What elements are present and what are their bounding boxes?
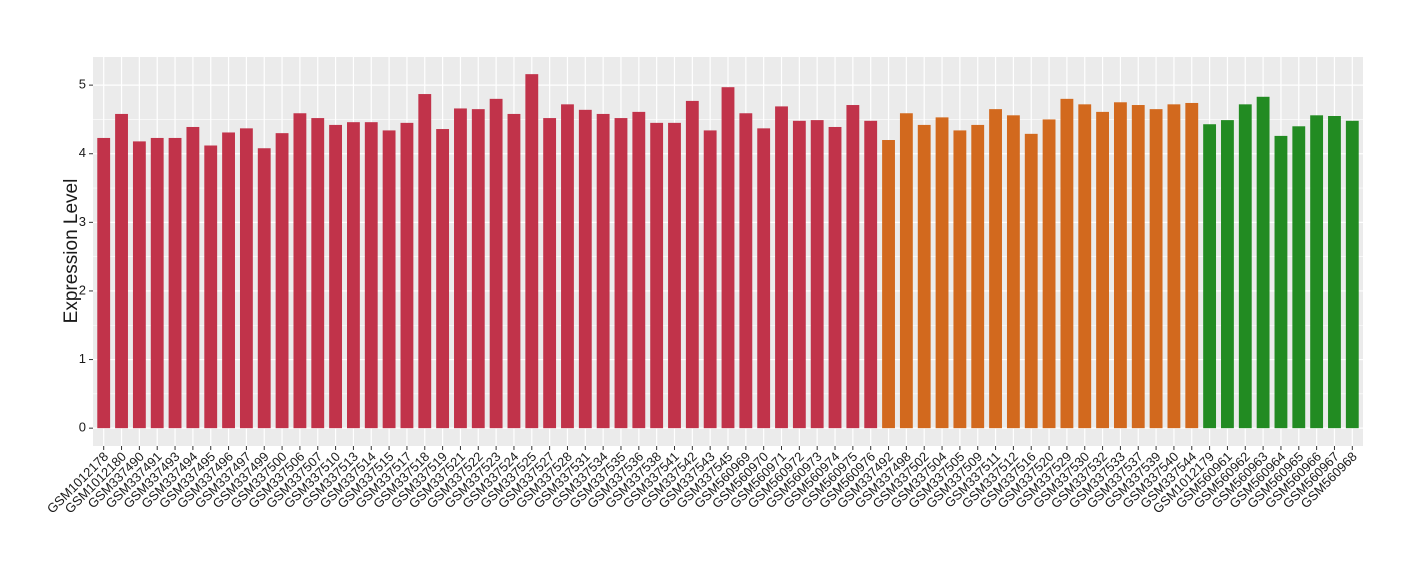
bar — [1096, 111, 1109, 429]
y-tick-label: 5 — [79, 77, 86, 92]
bar — [971, 124, 985, 429]
bar — [775, 106, 788, 429]
bar — [293, 113, 307, 429]
bar — [97, 137, 111, 429]
y-tick-label: 2 — [79, 282, 86, 297]
bar — [899, 113, 913, 429]
bar — [382, 130, 396, 429]
bar — [347, 122, 360, 429]
bar — [471, 109, 485, 429]
y-tick-label: 4 — [79, 145, 86, 160]
bar — [989, 109, 1002, 429]
bar — [1149, 109, 1163, 429]
bar — [1203, 124, 1217, 429]
bar — [1006, 115, 1020, 429]
bar — [578, 109, 592, 429]
bar — [935, 117, 949, 429]
y-tick-label: 3 — [79, 214, 86, 229]
bar — [115, 113, 128, 429]
bar — [668, 122, 681, 429]
bar — [1221, 120, 1234, 429]
bar — [132, 141, 146, 429]
bar — [275, 133, 289, 429]
bar — [882, 140, 895, 429]
bar — [685, 100, 699, 429]
bar — [311, 118, 325, 429]
bars — [97, 74, 1359, 429]
y-tick-label: 0 — [79, 420, 86, 435]
bar — [1310, 115, 1324, 429]
bar — [810, 120, 824, 429]
bar — [507, 113, 521, 429]
bar — [1256, 96, 1270, 429]
bar — [1345, 120, 1359, 429]
bar — [186, 126, 200, 429]
bar — [1185, 102, 1199, 429]
bar — [1042, 119, 1056, 429]
bar — [239, 128, 253, 429]
bar — [150, 137, 164, 429]
bar — [222, 132, 235, 429]
bar — [364, 122, 378, 429]
bar — [1113, 102, 1127, 429]
bar — [650, 122, 664, 429]
axes: 012345GSM1012178GSM1012180GSM337490GSM33… — [44, 77, 1360, 517]
bar — [561, 104, 574, 429]
bar — [257, 148, 271, 429]
bar — [525, 74, 539, 429]
bar — [168, 137, 182, 429]
bar — [1292, 126, 1306, 429]
bar — [1131, 105, 1145, 429]
bar — [1167, 104, 1181, 429]
bar — [1328, 116, 1341, 429]
bar — [1024, 133, 1038, 429]
bar — [596, 113, 610, 429]
bar — [204, 145, 218, 429]
bar — [454, 108, 467, 429]
bar — [436, 129, 450, 429]
bar — [953, 130, 967, 429]
bar — [400, 122, 414, 429]
bar — [543, 118, 557, 429]
bar — [1078, 104, 1092, 429]
y-axis-title: Expression Level — [61, 179, 82, 324]
bar — [703, 130, 717, 429]
bar — [846, 105, 860, 429]
bar — [632, 111, 646, 429]
bar — [721, 87, 735, 429]
y-tick-label: 1 — [79, 351, 86, 366]
bar — [489, 98, 503, 429]
bar — [828, 126, 842, 429]
bar — [1238, 104, 1252, 429]
bar — [792, 120, 806, 429]
bar — [1274, 135, 1288, 429]
bar — [614, 118, 628, 429]
bar — [739, 113, 753, 429]
bar — [757, 128, 771, 429]
bar — [864, 120, 878, 429]
bar — [329, 124, 343, 429]
bar — [1060, 98, 1074, 429]
bar — [917, 124, 931, 429]
bar — [418, 94, 432, 429]
